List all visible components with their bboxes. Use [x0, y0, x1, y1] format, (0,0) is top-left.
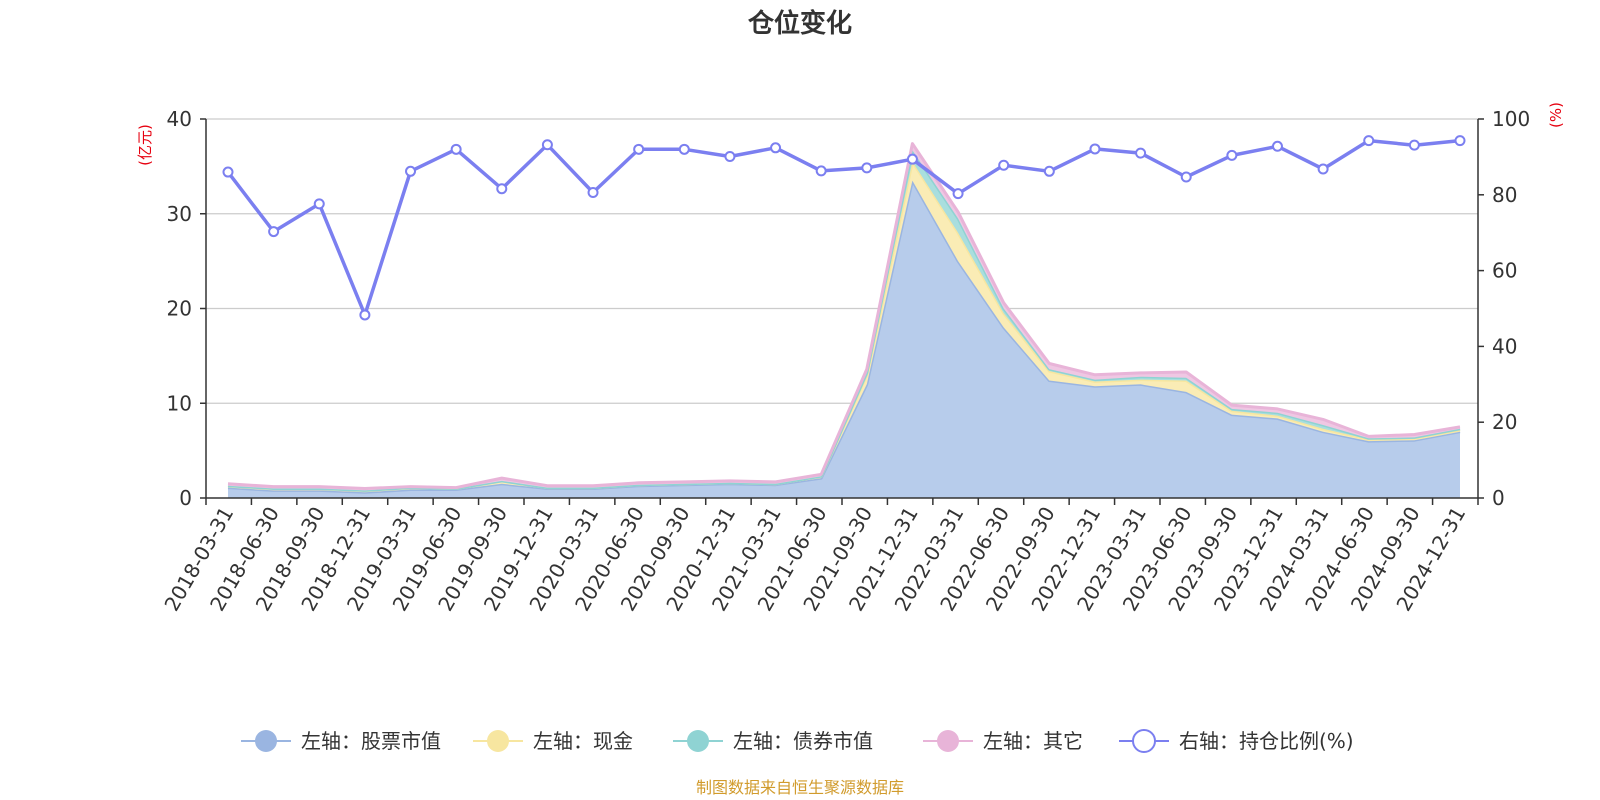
ratio-point [770, 142, 782, 154]
ratio-point [405, 165, 417, 177]
ratio-point [222, 166, 234, 178]
left-axis-unit: (亿元) [136, 124, 154, 166]
legend-marker [937, 730, 959, 752]
grid-lines [206, 118, 1478, 404]
ratio-point [587, 187, 599, 199]
ratio-point [1135, 147, 1147, 159]
ratio-point [496, 183, 508, 195]
ratio-point [815, 165, 827, 177]
data-source-note: 制图数据来自恒生聚源数据库 [696, 778, 904, 797]
legend-item-3: 左轴：其它 [923, 729, 1083, 753]
ratio-point [861, 162, 873, 174]
ratio-point [906, 153, 918, 165]
left-axis-ticks: 0 10 20 30 40 [167, 107, 206, 510]
x-axis-ticks: 2018-03-312018-06-302018-09-302018-12-31… [159, 498, 1479, 615]
right-tick-label: 20 [1492, 410, 1517, 434]
legend-label: 左轴：债券市值 [733, 729, 873, 753]
ratio-point [1089, 143, 1101, 155]
area-line-series-3 [227, 142, 1461, 490]
area-series-0 [228, 180, 1460, 498]
right-tick-label: 60 [1492, 259, 1517, 283]
ratio-point [952, 188, 964, 200]
ratio-point [268, 226, 280, 238]
ratio-point [724, 151, 736, 163]
left-tick-label: 40 [167, 107, 192, 131]
right-tick-label: 100 [1492, 107, 1530, 131]
ratio-point [1363, 135, 1375, 147]
left-tick-label: 20 [167, 297, 192, 321]
ratio-point [1226, 149, 1238, 161]
legend-label: 右轴：持仓比例(%) [1179, 729, 1354, 753]
ratio-point [1180, 171, 1192, 183]
ratio-point [1454, 135, 1466, 147]
left-tick-label: 10 [167, 391, 192, 415]
ratio-point [1043, 165, 1055, 177]
left-tick-label: 0 [179, 486, 192, 510]
ratio-line [226, 138, 1461, 317]
ratio-point [541, 139, 553, 151]
legend-marker [687, 730, 709, 752]
legend-label: 左轴：股票市值 [301, 729, 441, 753]
right-tick-label: 80 [1492, 183, 1517, 207]
stacked-areas [227, 142, 1461, 498]
ratio-point [450, 143, 462, 155]
ratio-point [1317, 163, 1329, 175]
ratio-point [313, 198, 325, 210]
legend-item-4: 右轴：持仓比例(%) [1119, 729, 1354, 753]
legend-item-2: 左轴：债券市值 [673, 729, 873, 753]
ratio-point [359, 309, 371, 321]
legend: 左轴：股票市值 左轴：现金 左轴：债券市值 左轴：其它 右轴：持仓比例(%) [241, 729, 1354, 753]
right-tick-label: 0 [1492, 486, 1505, 510]
legend-marker [487, 730, 509, 752]
right-axis-unit: (%) [1547, 102, 1565, 128]
ratio-point [633, 143, 645, 155]
ratio-point [998, 159, 1010, 171]
ratio-point [678, 143, 690, 155]
left-tick-label: 30 [167, 202, 192, 226]
legend-marker [255, 730, 277, 752]
legend-label: 左轴：现金 [533, 729, 633, 753]
ratio-point [1271, 140, 1283, 152]
right-axis-ticks: 0 20 40 60 80 100 [1478, 107, 1530, 510]
legend-item-0: 左轴：股票市值 [241, 729, 441, 753]
chart-title: 仓位变化 [747, 8, 852, 39]
legend-marker [1132, 729, 1156, 753]
legend-label: 左轴：其它 [983, 729, 1083, 753]
ratio-point [1408, 139, 1420, 151]
legend-item-1: 左轴：现金 [473, 729, 633, 753]
ratio-line-series [222, 135, 1466, 321]
right-tick-label: 40 [1492, 334, 1517, 358]
